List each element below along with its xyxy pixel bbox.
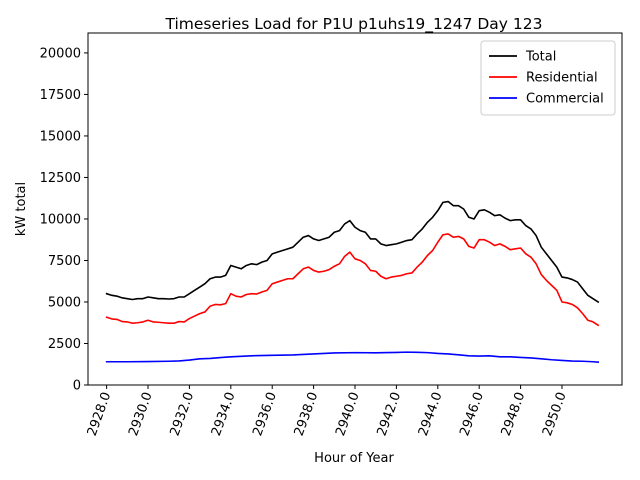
chart-title: Timeseries Load for P1U p1uhs19_1247 Day… bbox=[165, 15, 543, 34]
series-line-total bbox=[105, 200, 600, 304]
legend: Total Residential Commercial bbox=[480, 40, 616, 116]
y-tick-label: 5000 bbox=[48, 295, 81, 310]
y-tick-label: 15000 bbox=[40, 129, 81, 144]
series-layer bbox=[105, 200, 600, 363]
y-tick-label: 10000 bbox=[40, 212, 81, 227]
y-tick-label: 17500 bbox=[40, 88, 81, 103]
y-tick-label: 2500 bbox=[48, 337, 81, 352]
legend-label-total: Total bbox=[525, 50, 556, 65]
y-tick-label: 7500 bbox=[48, 254, 81, 269]
y-tick-label: 0 bbox=[73, 379, 81, 394]
series-line-residential bbox=[105, 233, 600, 327]
series-line-commercial bbox=[105, 351, 600, 363]
y-tick-label: 12500 bbox=[40, 171, 81, 186]
legend-frame bbox=[480, 40, 616, 116]
y-tick-label: 20000 bbox=[40, 46, 81, 61]
legend-label-commercial: Commercial bbox=[526, 92, 604, 107]
y-axis-label: kW total bbox=[14, 182, 29, 236]
x-axis-label: Hour of Year bbox=[314, 451, 394, 466]
legend-label-residential: Residential bbox=[526, 71, 598, 86]
y-axis: 0 2500 5000 7500 10000 12500 15000 17500 20000 bbox=[40, 46, 88, 394]
